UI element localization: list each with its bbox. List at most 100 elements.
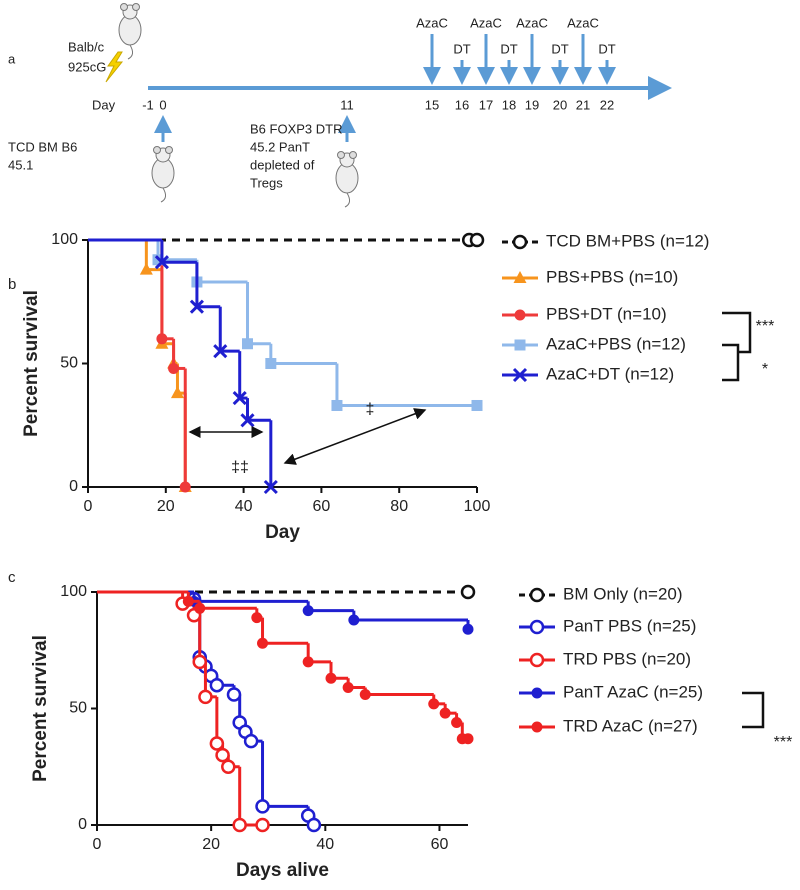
marker — [189, 299, 204, 314]
marker — [226, 687, 242, 702]
treatment-label: AzaC — [567, 15, 599, 30]
marker — [460, 584, 476, 600]
x-tick-label: 20 — [157, 498, 175, 515]
mouse-icon — [335, 151, 359, 208]
marker — [232, 391, 247, 406]
marker — [359, 689, 371, 701]
marker — [251, 612, 263, 624]
marker — [462, 733, 474, 745]
x-tick-label: 60 — [313, 498, 331, 515]
marker — [342, 682, 354, 694]
significance-bracket — [722, 311, 752, 354]
mouse-tail — [344, 192, 351, 208]
marker — [255, 799, 270, 814]
marker — [215, 747, 230, 763]
mouse-ear — [337, 151, 345, 159]
mouse-icon — [151, 146, 175, 203]
marker — [170, 386, 184, 399]
annotation: *** — [756, 318, 775, 335]
y-axis-label: Percent survival — [21, 290, 42, 437]
t-donor: B6 FOXP3 DTR — [250, 121, 342, 136]
marker — [241, 338, 253, 350]
treatment-label: AzaC — [516, 15, 548, 30]
marker — [209, 736, 225, 751]
marker — [192, 654, 207, 670]
legend-entry: PanT PBS (n=25) — [563, 616, 696, 635]
marker — [514, 339, 526, 351]
marker — [348, 614, 360, 626]
treatment-label: AzaC — [416, 15, 448, 30]
dose: 925cG — [68, 59, 106, 74]
t-donor: Tregs — [250, 175, 283, 190]
y-tick-label: 0 — [78, 816, 87, 833]
day-tick: 20 — [553, 97, 567, 112]
marker — [194, 602, 206, 614]
annotation: ‡ — [366, 401, 375, 418]
y-tick-label: 100 — [51, 231, 78, 248]
day-tick: 0 — [159, 97, 166, 112]
marker — [209, 677, 225, 693]
x-tick-label: 40 — [316, 836, 334, 853]
marker — [243, 733, 259, 749]
marker — [154, 255, 169, 270]
legend-entry: PBS+DT (n=10) — [546, 304, 667, 323]
t-donor: depleted of — [250, 157, 315, 172]
marker — [529, 587, 545, 603]
day-tick: -1 — [142, 97, 154, 112]
x-tick-label: 60 — [431, 836, 449, 853]
comparison-arrow — [283, 408, 427, 465]
mouse-tail — [160, 187, 167, 203]
marker — [179, 481, 191, 493]
x-tick-label: 100 — [464, 498, 491, 515]
marker — [531, 721, 543, 733]
x-axis-label: Day — [265, 522, 300, 543]
marker — [514, 309, 526, 321]
marker — [469, 232, 485, 248]
treatment-label: AzaC — [470, 15, 502, 30]
significance-bracket — [742, 691, 765, 729]
marker — [213, 344, 228, 359]
marker — [139, 262, 153, 275]
x-tick-label: 0 — [93, 836, 102, 853]
marker — [325, 672, 337, 684]
panel-label: a — [8, 51, 16, 66]
day-tick: 21 — [576, 97, 590, 112]
bm-donor: TCD BM B6 — [8, 139, 77, 154]
day-tick: 16 — [455, 97, 469, 112]
legend-entry: AzaC+PBS (n=12) — [546, 334, 686, 353]
legend-entry: PanT AzaC (n=25) — [563, 682, 703, 701]
legend-entry: TCD BM+PBS (n=12) — [546, 231, 709, 250]
t-donor: 45.2 PanT — [250, 139, 310, 154]
day-tick: 18 — [502, 97, 516, 112]
legend-entry: AzaC+DT (n=12) — [546, 364, 674, 383]
marker — [439, 707, 451, 719]
x-tick-label: 0 — [84, 498, 93, 515]
marker — [512, 367, 528, 383]
y-axis-label: Percent survival — [30, 635, 51, 782]
day-tick: 17 — [479, 97, 493, 112]
mouse-ear — [153, 146, 161, 154]
marker — [263, 479, 278, 495]
irradiation-icon — [105, 51, 124, 83]
day-tick: 22 — [600, 97, 614, 112]
x-tick-label: 80 — [390, 498, 408, 515]
day-tick: 19 — [525, 97, 539, 112]
marker — [531, 687, 543, 699]
panel-label: c — [8, 569, 16, 586]
marker — [512, 234, 528, 250]
treatment-label: DT — [551, 41, 568, 56]
marker — [513, 271, 527, 283]
marker — [221, 759, 236, 774]
marker — [168, 362, 180, 374]
treatment-label: DT — [453, 41, 470, 56]
marker — [182, 595, 194, 607]
marker — [471, 399, 483, 411]
x-axis-label: Days alive — [236, 860, 329, 881]
marker — [257, 637, 269, 649]
day-tick: 15 — [425, 97, 439, 112]
y-tick-label: 50 — [60, 355, 78, 372]
marker — [302, 656, 314, 668]
day-label: Day — [92, 97, 116, 112]
marker — [331, 399, 343, 411]
